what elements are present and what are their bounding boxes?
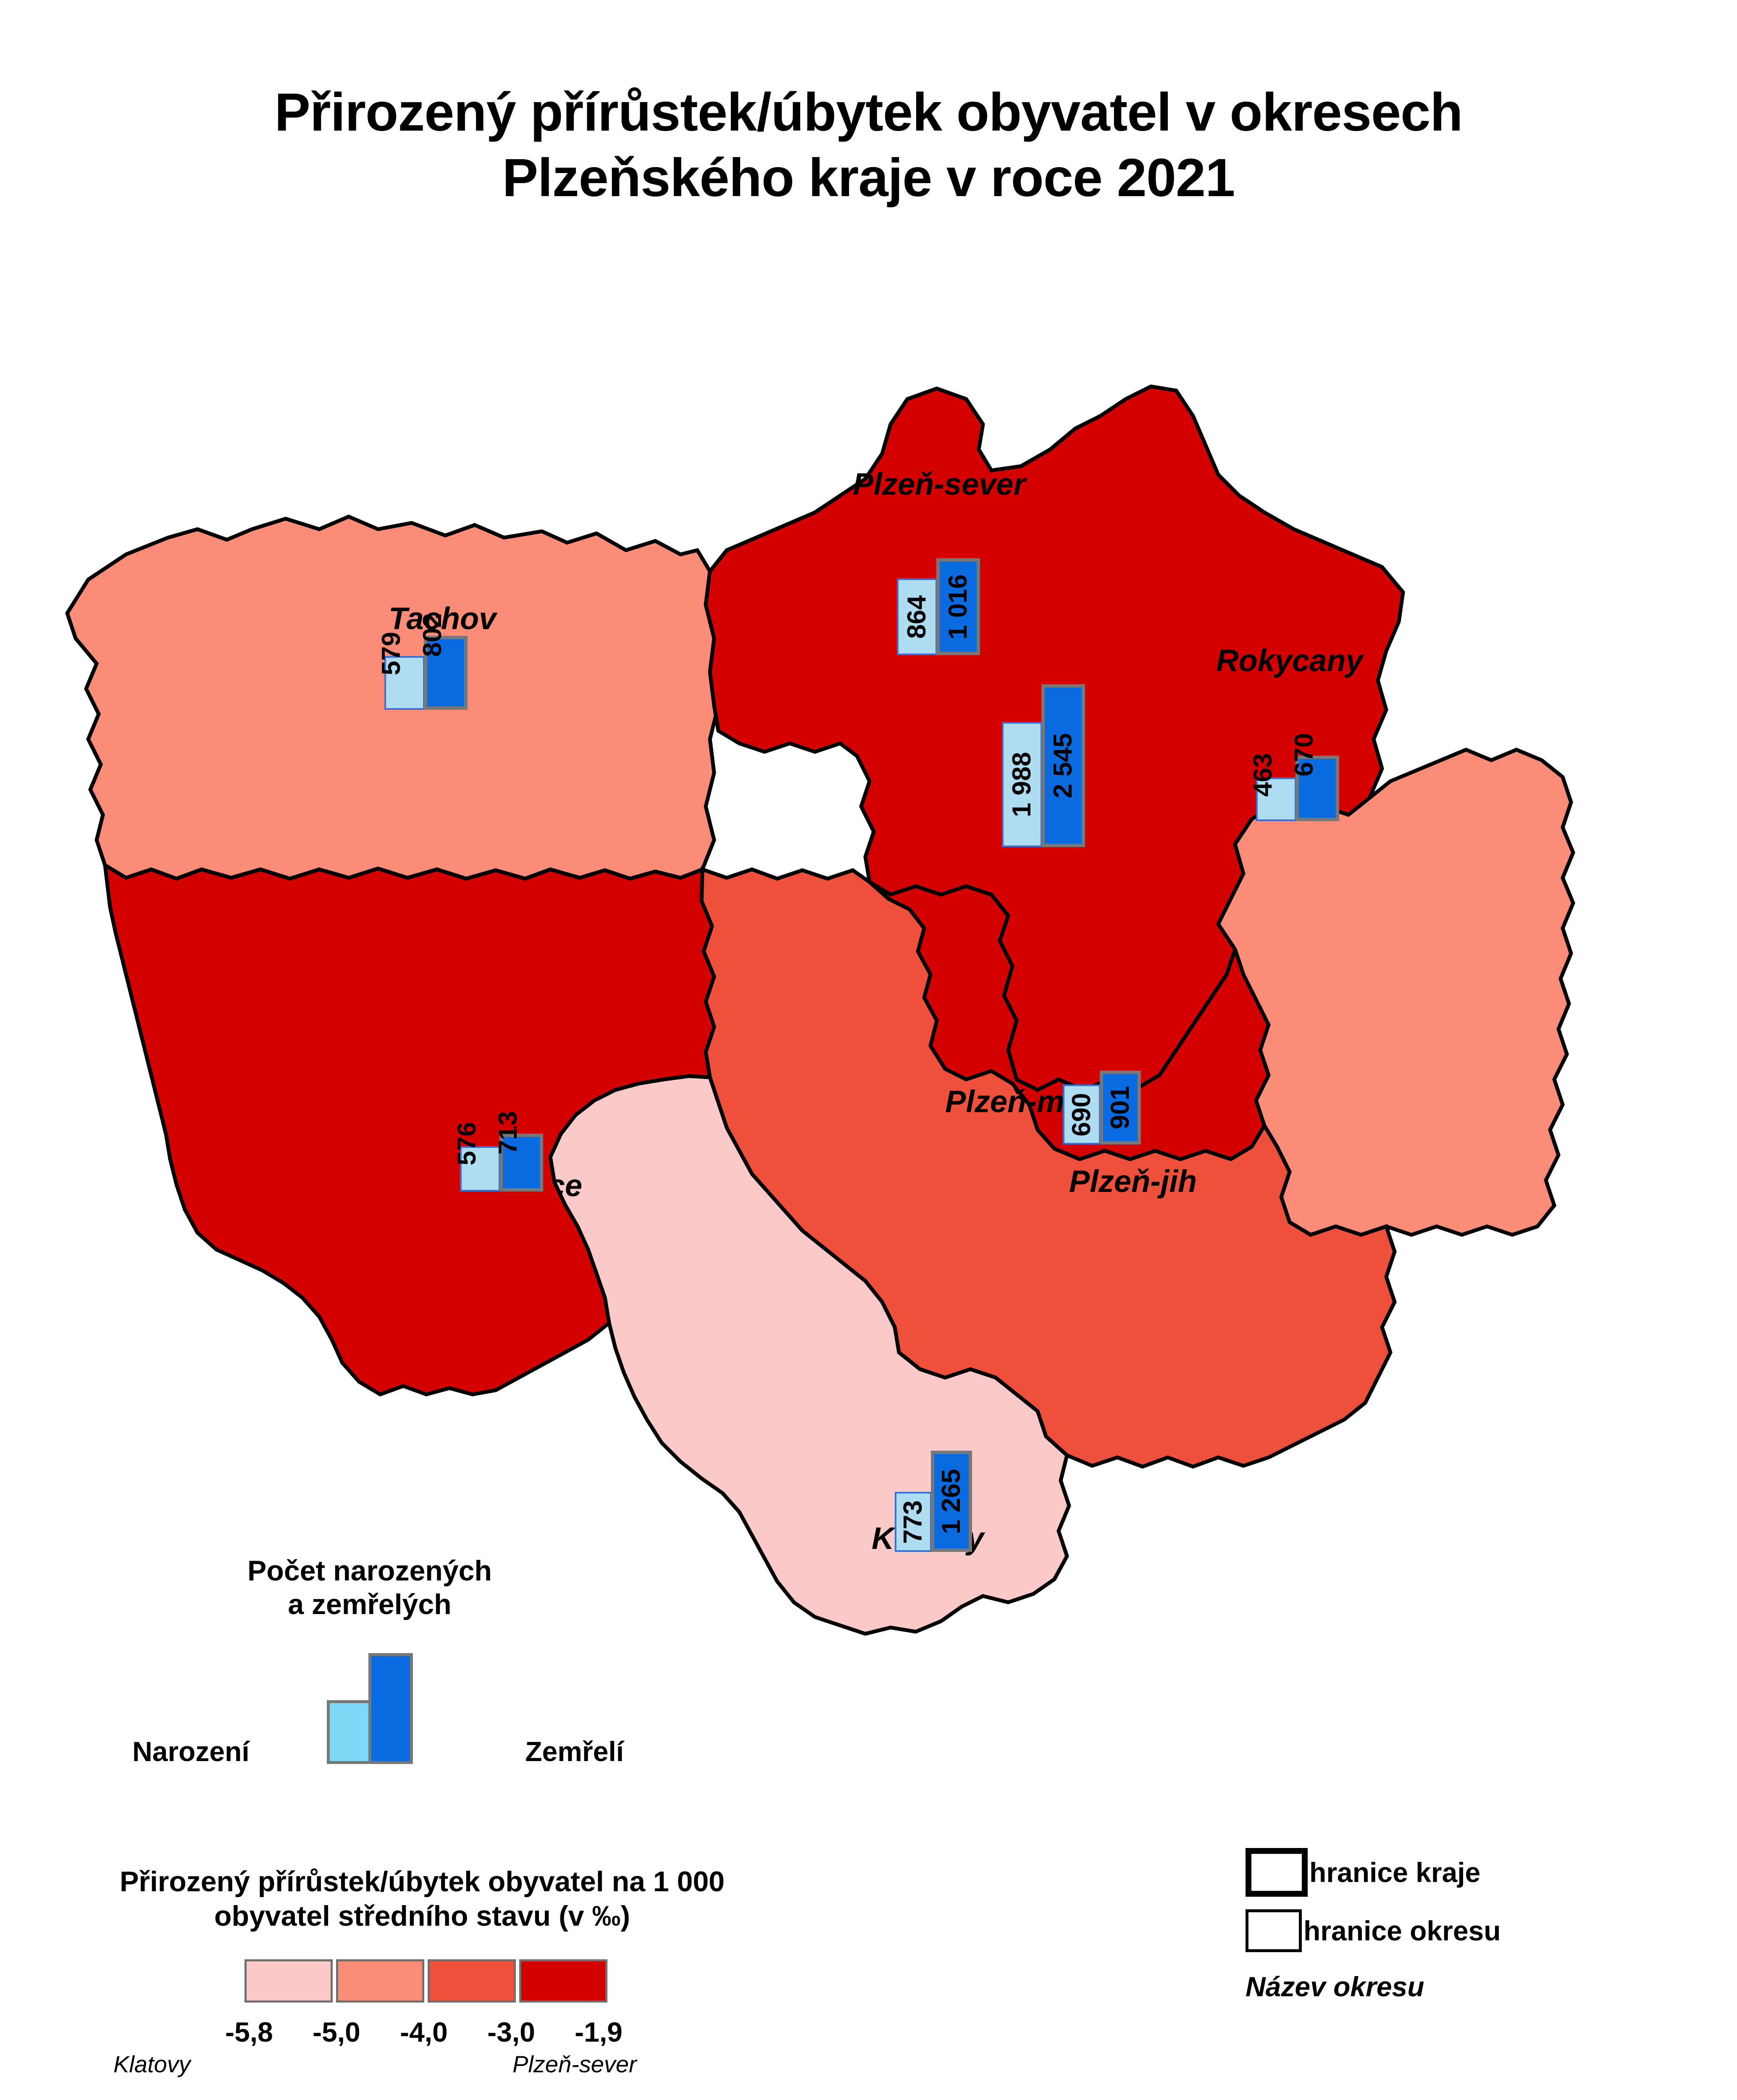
legend-bars-title: Počet narozených a zemřelých xyxy=(139,1554,601,1621)
bar-died-plzen-sever: 1 016 xyxy=(936,558,980,655)
bar-value-born-plzen-jih: 690 xyxy=(1067,1092,1096,1137)
district-label-tachov: Tachov xyxy=(389,601,497,636)
barpair-plzen-jih: 690 901 xyxy=(1063,1071,1141,1144)
bar-value-born-tachov: 579 xyxy=(377,632,406,675)
barpair-domazlice: 576 713 xyxy=(452,1111,543,1192)
legend-scale-title-line-2: obyvatel středního stavu (v ‰) xyxy=(214,1900,630,1932)
legend-border-okres-label: hranice okresu xyxy=(1303,1915,1501,1946)
bar-born-plzen-sever: 864 xyxy=(897,578,937,655)
kraj-border-icon xyxy=(1246,1848,1308,1897)
bar-died-plzen-jih: 901 xyxy=(1100,1071,1141,1144)
page-title: Přirozený přírůstek/úbytek obyvatel v ok… xyxy=(0,80,1737,211)
title-line-1: Přirozený přírůstek/úbytek obyvatel v ok… xyxy=(274,82,1463,142)
district-shape-rokycany[interactable] xyxy=(1216,748,1575,1237)
legend-district-name-label: Název okresu xyxy=(1246,1971,1424,2002)
legend-border-kraj: hranice kraje xyxy=(1246,1848,1501,1897)
legend-swatch-1[interactable] xyxy=(244,1959,333,2003)
legend-swatch-2[interactable] xyxy=(336,1959,424,2003)
legend-sample-bars xyxy=(326,1653,413,1764)
legend-border-okres: hranice okresu xyxy=(1246,1909,1501,1952)
barpair-plzen-sever: 864 1 016 xyxy=(897,558,980,655)
bar-value-died-plzen-sever: 1 016 xyxy=(943,574,972,640)
legend-scale-ticks: -5,8 -5,0 -4,0 -3,0 -1,9 xyxy=(58,2016,790,2048)
legend-swatch-born xyxy=(326,1700,368,1764)
district-label-plzen-jih: Plzeň-jih xyxy=(1069,1164,1197,1199)
legend-bars-title-line-2: a zemřelých xyxy=(288,1588,452,1621)
bar-died-rokycany: 670 xyxy=(1290,733,1339,821)
legend-scale-min-district: Klatovy xyxy=(113,2051,191,2078)
bar-value-born-domazlice: 576 xyxy=(452,1122,481,1166)
bar-value-born-plzen-mesto: 1 988 xyxy=(1007,752,1036,817)
legend-bars: Počet narozených a zemřelých Narození Ze… xyxy=(132,1554,624,1767)
bar-born-rokycany: 463 xyxy=(1248,753,1296,821)
legend-tick-3: -3,0 xyxy=(487,2016,535,2048)
legend-tick-0: -5,8 xyxy=(225,2016,273,2048)
bar-died-plzen-mesto: 2 545 xyxy=(1041,684,1085,847)
bar-value-died-klatovy: 1 265 xyxy=(937,1468,966,1534)
legend-died-label: Zemřelí xyxy=(525,1736,624,1767)
legend-born-label: Narození xyxy=(132,1736,250,1767)
district-label-plzen-sever: Plzeň-sever xyxy=(853,467,1026,501)
bar-born-plzen-jih: 690 xyxy=(1063,1084,1101,1144)
barpair-plzen-mesto: 1 988 2 545 xyxy=(1002,684,1085,847)
legend-tick-2: -4,0 xyxy=(400,2016,448,2048)
legend-swatch-died xyxy=(368,1653,413,1764)
legend-tick-1: -5,0 xyxy=(313,2016,360,2048)
legend-bars-sample: Narození Zemřelí xyxy=(132,1653,624,1767)
bar-born-tachov: 579 xyxy=(377,632,425,710)
district-label-rokycany: Rokycany xyxy=(1216,643,1363,678)
bar-died-klatovy: 1 265 xyxy=(931,1451,972,1552)
bar-born-klatovy: 773 xyxy=(895,1492,932,1552)
bar-value-died-plzen-mesto: 2 545 xyxy=(1049,733,1077,798)
bar-born-plzen-mesto: 1 988 xyxy=(1002,722,1042,847)
legend-scale-title: Přirozený přírůstek/úbytek obyvatel na 1… xyxy=(55,1865,790,1933)
legend-scale-title-line-1: Přirozený přírůstek/úbytek obyvatel na 1… xyxy=(120,1866,725,1898)
legend-swatch-4[interactable] xyxy=(519,1959,607,2003)
bar-value-died-plzen-jih: 901 xyxy=(1106,1086,1135,1129)
barpair-tachov: 579 802 xyxy=(377,613,468,710)
bar-value-born-plzen-sever: 864 xyxy=(902,595,931,639)
legend-borders: hranice kraje hranice okresu Název okres… xyxy=(1246,1848,1501,2003)
bar-value-born-klatovy: 773 xyxy=(899,1500,928,1544)
bar-died-tachov: 802 xyxy=(418,613,468,710)
bar-value-died-tachov: 802 xyxy=(418,613,447,657)
title-line-2: Plzeňského kraje v roce 2021 xyxy=(502,148,1235,208)
legend-swatch-row xyxy=(62,1959,790,2003)
legend-scale-max-district: Plzeň-sever xyxy=(512,2051,637,2078)
bar-value-died-rokycany: 670 xyxy=(1290,733,1319,777)
okres-border-icon xyxy=(1246,1909,1302,1952)
barpair-rokycany: 463 670 xyxy=(1248,733,1339,821)
legend-bars-title-line-1: Počet narozených xyxy=(247,1555,492,1587)
bar-died-domazlice: 713 xyxy=(494,1111,543,1192)
bar-value-born-rokycany: 463 xyxy=(1248,753,1277,797)
bar-value-died-domazlice: 713 xyxy=(494,1111,523,1155)
legend-tick-4: -1,9 xyxy=(575,2016,623,2048)
legend-scale-extremes: Klatovy Plzeň-sever xyxy=(55,2050,790,2088)
legend-color-scale: Přirozený přírůstek/úbytek obyvatel na 1… xyxy=(55,1865,790,2088)
legend-border-kraj-label: hranice kraje xyxy=(1309,1857,1481,1888)
legend-swatch-3[interactable] xyxy=(428,1959,516,2003)
barpair-klatovy: 773 1 265 xyxy=(895,1451,972,1552)
choropleth-map: Tachov Plzeň-sever Rokycany Plzeň-město … xyxy=(0,260,1737,1659)
